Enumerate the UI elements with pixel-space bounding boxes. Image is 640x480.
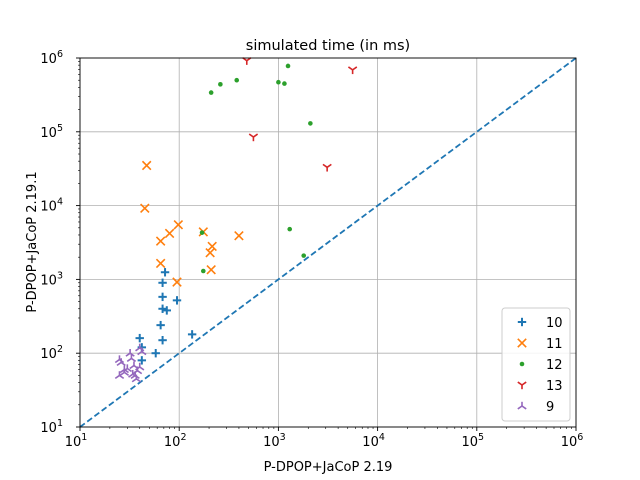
data-point-series-12: [282, 81, 287, 86]
data-point-series-9: [114, 371, 125, 380]
y-tick-label: 104: [40, 197, 63, 215]
x-tick-label: 102: [164, 432, 187, 450]
y-tick-label: 106: [40, 49, 63, 67]
y-tick-label: 103: [40, 270, 63, 288]
data-point-series-10: [151, 349, 160, 358]
axis-ticks: 101 102 103 104 105 106 101 102 103 104 105 106: [40, 49, 583, 450]
data-point-series-13: [248, 133, 259, 142]
data-point-series-11: [155, 258, 166, 269]
data-point-series-12: [199, 230, 205, 235]
x-axis-label: P-DPOP+JaCoP 2.19: [264, 460, 393, 475]
x-tick-label: 106: [561, 432, 584, 450]
data-point-series-12: [201, 268, 206, 274]
data-point-series-10: [172, 296, 182, 305]
data-point-series-10: [158, 336, 167, 345]
data-point-series-12: [287, 226, 293, 232]
legend-label: 11: [546, 337, 563, 352]
data-point-series-11: [206, 265, 216, 275]
diagonal-reference-line: [79, 57, 577, 428]
data-point-series-11: [140, 203, 150, 214]
legend-marker-11: [517, 338, 527, 348]
legend-label: 12: [546, 358, 563, 373]
data-point-series-9: [132, 366, 143, 375]
y-tick-label: 101: [40, 418, 63, 436]
data-point-series-10: [137, 356, 147, 365]
data-point-series-10: [158, 278, 167, 287]
data-points: [114, 57, 358, 383]
legend-marker-13: [517, 381, 527, 390]
y-tick-label: 105: [40, 123, 63, 141]
x-tick-label: 101: [65, 432, 88, 450]
legend-label: 10: [546, 316, 563, 331]
legend-label: 13: [546, 379, 563, 394]
data-point-series-11: [234, 231, 244, 241]
x-tick-label: 104: [362, 432, 385, 450]
data-point-series-12: [234, 77, 240, 83]
data-point-series-11: [173, 219, 184, 230]
legend-marker-12: [519, 361, 525, 367]
data-point-series-10: [156, 320, 165, 330]
data-point-series-11: [164, 228, 175, 239]
data-point-series-12: [308, 121, 313, 126]
data-point-series-9: [126, 354, 137, 363]
chart-title: simulated time (in ms): [246, 38, 410, 54]
data-point-series-10: [160, 268, 170, 277]
y-tick-label: 102: [40, 344, 63, 362]
data-point-series-12: [301, 253, 307, 258]
legend-label: 9: [546, 400, 554, 415]
x-tick-label: 103: [263, 432, 286, 450]
legend-marker-9: [517, 401, 527, 410]
data-point-series-11: [141, 160, 152, 171]
data-point-series-11: [172, 277, 182, 287]
data-point-series-11: [155, 236, 166, 246]
data-point-series-12: [276, 79, 281, 85]
data-point-series-9: [135, 343, 145, 352]
data-point-series-12: [218, 82, 223, 87]
data-point-series-10: [162, 306, 172, 315]
data-point-series-9: [116, 358, 126, 367]
data-point-series-11: [205, 247, 215, 258]
data-point-series-10: [187, 330, 197, 339]
x-tick-label: 105: [462, 432, 485, 450]
data-point-series-10: [135, 333, 144, 343]
data-point-series-11: [207, 241, 217, 252]
y-axis-label: P-DPOP+JaCoP 2.19.1: [25, 171, 40, 312]
plot-frame: [79, 57, 577, 428]
legend: 10 11 12 13 9: [501, 307, 571, 422]
data-point-series-12: [285, 63, 291, 69]
data-point-series-13: [347, 66, 358, 75]
data-point-series-10: [158, 304, 167, 313]
legend-marker-10: [517, 317, 527, 327]
legend-box: [501, 307, 571, 422]
data-point-series-9: [128, 369, 138, 378]
data-point-series-9: [119, 365, 130, 374]
data-point-series-13: [322, 163, 332, 172]
data-point-series-12: [208, 90, 214, 95]
data-point-series-10: [158, 292, 167, 302]
